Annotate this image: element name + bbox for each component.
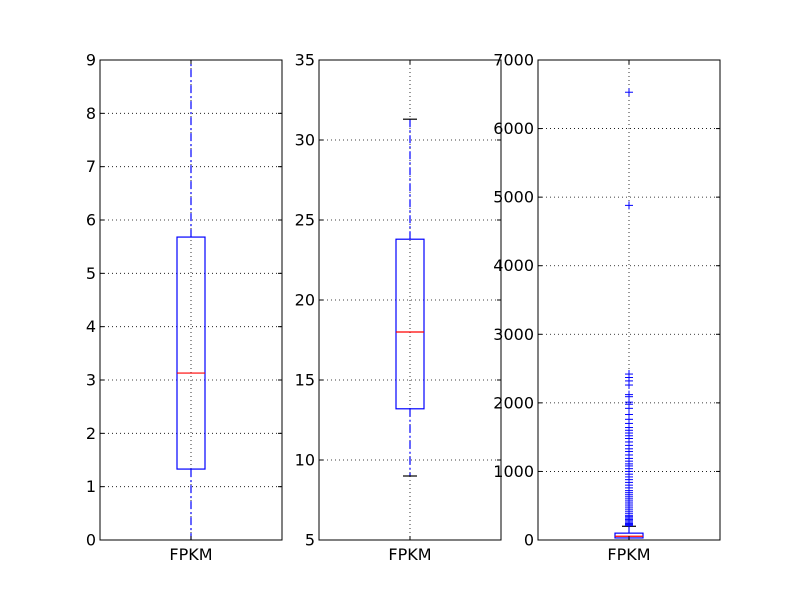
y-tick-label: 9 (86, 51, 96, 70)
y-tick-label: 35 (295, 51, 315, 70)
y-tick-label: 0 (524, 531, 534, 550)
y-tick-label: 5 (305, 531, 315, 550)
y-tick-label: 1000 (493, 462, 534, 481)
y-tick-label: 8 (86, 104, 96, 123)
y-tick-label: 1 (86, 477, 96, 496)
y-tick-label: 6000 (493, 119, 534, 138)
y-tick-label: 5 (86, 264, 96, 283)
y-tick-label: 2 (86, 424, 96, 443)
boxplot-panel-1: 0 1 2 3 4 5 6 7 8 9 FPKM (86, 51, 283, 564)
y-tick-label: 4 (86, 317, 96, 336)
x-tick-label: FPKM (607, 545, 650, 564)
y-tick-label: 0 (86, 531, 96, 550)
x-tick-label: FPKM (169, 545, 212, 564)
box (176, 236, 206, 470)
flier-point (625, 521, 633, 530)
box (395, 238, 425, 410)
y-tick-label: 3000 (493, 325, 534, 344)
y-tick-label: 6 (86, 211, 96, 230)
flier-point (625, 88, 633, 97)
y-tick-label: 30 (295, 131, 315, 150)
y-tick-label: 25 (295, 211, 315, 230)
y-tick-label: 20 (295, 291, 315, 310)
axes-frame (537, 59, 721, 541)
boxplot-panel-3: 0 1000 2000 3000 4000 5000 6000 7000 FPKM (493, 51, 721, 564)
y-tick-label: 5000 (493, 188, 534, 207)
x-tick-label: FPKM (388, 545, 431, 564)
y-tick-label: 7000 (493, 51, 534, 70)
y-tick-label: 7 (86, 157, 96, 176)
flier-point (625, 381, 633, 390)
axes-frame (318, 59, 502, 541)
flier-point (625, 201, 633, 210)
y-tick-label: 3 (86, 371, 96, 390)
axes-frame (99, 59, 283, 541)
y-tick-label: 2000 (493, 393, 534, 412)
boxplot-panel-2: 5 10 15 20 25 30 35 FPKM (295, 51, 502, 564)
y-tick-label: 10 (295, 451, 315, 470)
y-tick-label: 15 (295, 371, 315, 390)
y-tick-label: 4000 (493, 256, 534, 275)
